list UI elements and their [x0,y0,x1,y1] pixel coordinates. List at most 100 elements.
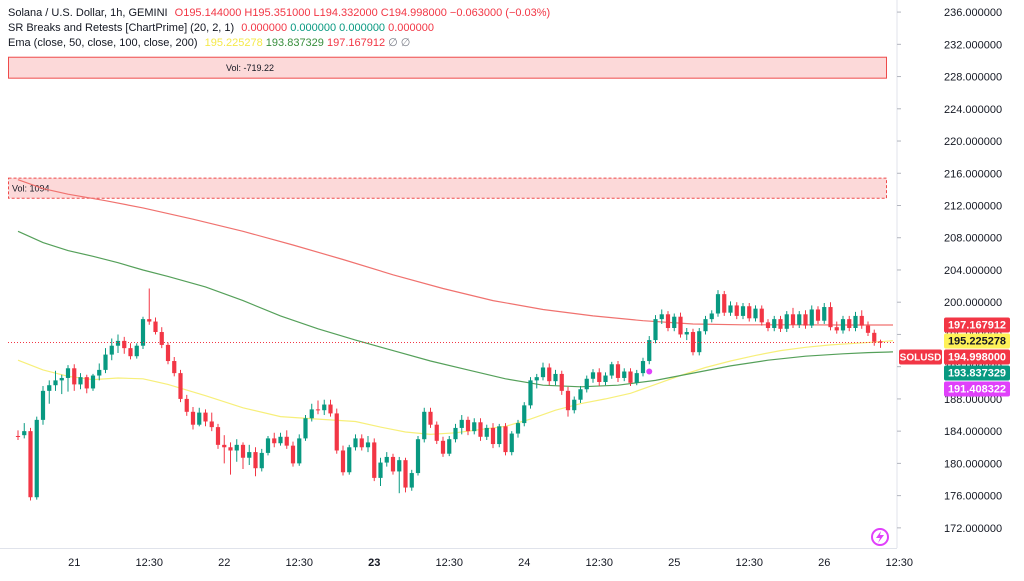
candle [509,431,514,456]
candle [703,315,708,335]
candle [222,435,227,464]
candle-body [503,426,508,453]
candle-body [309,409,314,419]
candle [128,343,133,360]
candle-body [790,314,796,325]
candle [865,321,871,337]
candle-body [365,442,371,448]
candle-body [265,438,271,453]
candle [709,310,714,323]
candle-body [184,398,189,412]
candle-body [247,452,252,458]
candle [790,307,796,328]
candle [165,342,171,365]
x-tick-label: 12:30 [735,557,763,569]
candle-body [584,378,589,390]
candle [628,368,633,387]
candle [722,290,727,316]
price-tag-box [944,317,1010,333]
candle-body [90,375,96,389]
candle [234,439,239,462]
x-tick-label: 23 [368,557,380,569]
candle [65,365,71,392]
price-tag: 197.167912 [944,317,1010,333]
candle-body [603,375,608,382]
candle-body [747,306,752,319]
sr-zone-box [8,177,887,199]
ema-line [17,230,894,388]
candle-body [659,314,664,320]
candle-body [522,405,527,424]
ohlc-open: O195.144000 [174,7,242,19]
sr-indicator-label[interactable]: SR Breaks and Retests [ChartPrime] (20, … [8,22,235,34]
candle [859,310,864,329]
candle-body [84,377,89,389]
candle [853,311,858,332]
candle-body [228,447,233,451]
candle-body [497,426,502,445]
candle [659,309,664,324]
candle-body [553,373,558,382]
candle-body [222,444,227,448]
x-tick-label: 24 [518,557,530,569]
candle-body [284,436,289,446]
lightning-icon[interactable] [871,528,889,546]
candle-body [803,314,808,326]
candle-body [772,319,777,328]
y-tick-label: 172.000000 [944,523,1002,535]
candle-body [753,308,758,319]
sr-zone-label: Vol: 1094 [12,184,50,194]
candle [503,423,508,456]
candle-body [15,435,21,437]
price-tag-box [944,381,1010,397]
candle [622,368,627,382]
candle [840,315,846,334]
candle-body [278,436,283,444]
candle [197,407,202,427]
price-tag: 194.998000 SOLUSD [899,349,1010,365]
candle [178,369,183,403]
y-tick-label: 208.000000 [944,233,1002,245]
candle-body [447,439,452,454]
candle-body [728,305,733,313]
ohlc-close: C194.998000 [380,7,447,19]
y-tick-label: 220.000000 [944,136,1002,148]
symbol-title[interactable]: Solana / U.S. Dollar, 1h, GEMINI [8,7,168,19]
candle-body [709,313,714,320]
candle-body [422,411,427,440]
ema-indicator-label[interactable]: Ema (close, 50, close, 100, close, 200) [8,37,198,49]
candle-body [490,427,496,445]
candle [459,415,464,435]
candle-body [178,373,183,399]
candle-body [534,377,539,381]
y-tick-label: 184.000000 [944,426,1002,438]
ema-line [17,340,894,436]
candle-body [478,422,483,437]
candle [728,301,733,316]
sr-zone-label: Vol: -719.22 [226,63,274,73]
candle [522,402,527,427]
candle [22,423,27,439]
candle [378,457,383,486]
candle-body [409,473,414,488]
candle [372,438,377,482]
candle [584,375,589,393]
candle [190,406,196,430]
legend-sr-row: SR Breaks and Retests [ChartPrime] (20, … [8,21,550,36]
candle-body [109,345,114,355]
x-tick-label: 21 [68,557,80,569]
candle [403,457,408,493]
candle [203,409,208,427]
candle-body [209,421,214,428]
candle-body [472,422,477,432]
candle [34,416,39,500]
candle-body [715,294,721,314]
price-tag: 193.837329 [944,365,1010,381]
candle [172,357,177,377]
candle [565,386,571,417]
candle-body [53,380,58,386]
candle-body [259,452,264,469]
sr-zone-box [8,56,887,79]
ema-empty-values: ∅ ∅ [388,37,411,49]
